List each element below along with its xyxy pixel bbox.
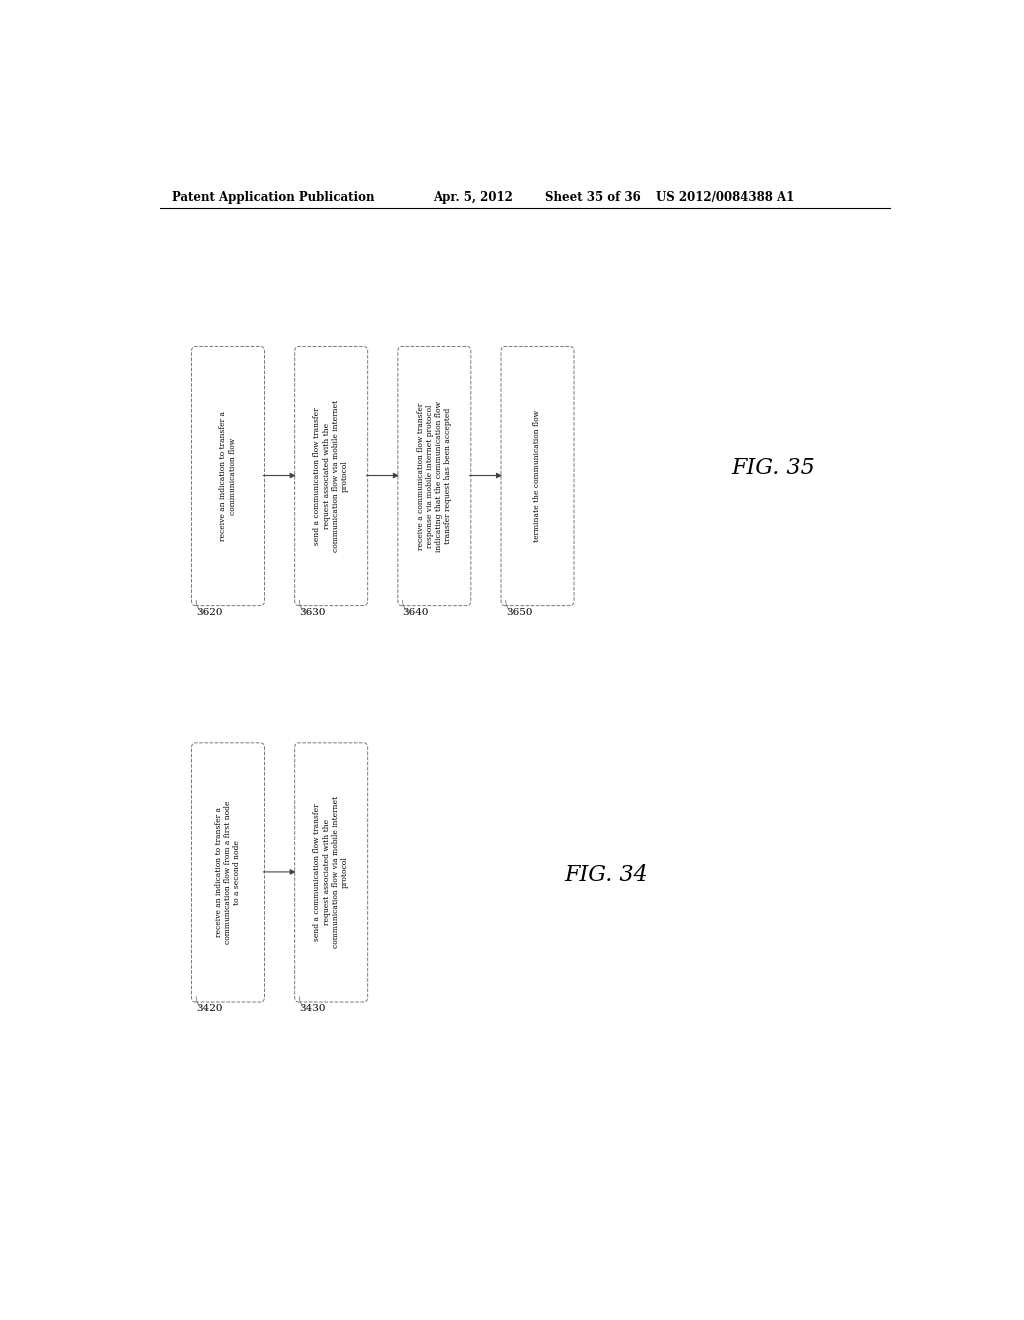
Text: send a communication flow transfer
request associated with the
communication flo: send a communication flow transfer reque… [313, 796, 349, 949]
Text: FIG. 34: FIG. 34 [564, 865, 648, 886]
Text: Patent Application Publication: Patent Application Publication [172, 190, 374, 203]
Text: 3620: 3620 [197, 607, 223, 616]
Text: 3420: 3420 [197, 1005, 223, 1012]
Text: receive an indication to transfer a
communication flow: receive an indication to transfer a comm… [219, 411, 237, 541]
Text: 3430: 3430 [299, 1005, 326, 1012]
FancyBboxPatch shape [191, 743, 264, 1002]
FancyBboxPatch shape [295, 743, 368, 1002]
Text: FIG. 35: FIG. 35 [731, 458, 815, 479]
Text: receive a communication flow transfer
response via mobile internet protocol
indi: receive a communication flow transfer re… [417, 400, 453, 552]
FancyBboxPatch shape [397, 346, 471, 606]
FancyBboxPatch shape [191, 346, 264, 606]
Text: send a communication flow transfer
request associated with the
communication flo: send a communication flow transfer reque… [313, 400, 349, 552]
Text: Apr. 5, 2012: Apr. 5, 2012 [433, 190, 513, 203]
FancyBboxPatch shape [501, 346, 574, 606]
FancyBboxPatch shape [295, 346, 368, 606]
Text: 3640: 3640 [402, 607, 429, 616]
Text: 3630: 3630 [299, 607, 326, 616]
Text: terminate the communication flow: terminate the communication flow [534, 411, 542, 543]
Text: US 2012/0084388 A1: US 2012/0084388 A1 [655, 190, 794, 203]
Text: Sheet 35 of 36: Sheet 35 of 36 [545, 190, 640, 203]
Text: receive an indication to transfer a
communication flow from a first node
to a se: receive an indication to transfer a comm… [215, 801, 242, 944]
Text: 3650: 3650 [506, 607, 532, 616]
